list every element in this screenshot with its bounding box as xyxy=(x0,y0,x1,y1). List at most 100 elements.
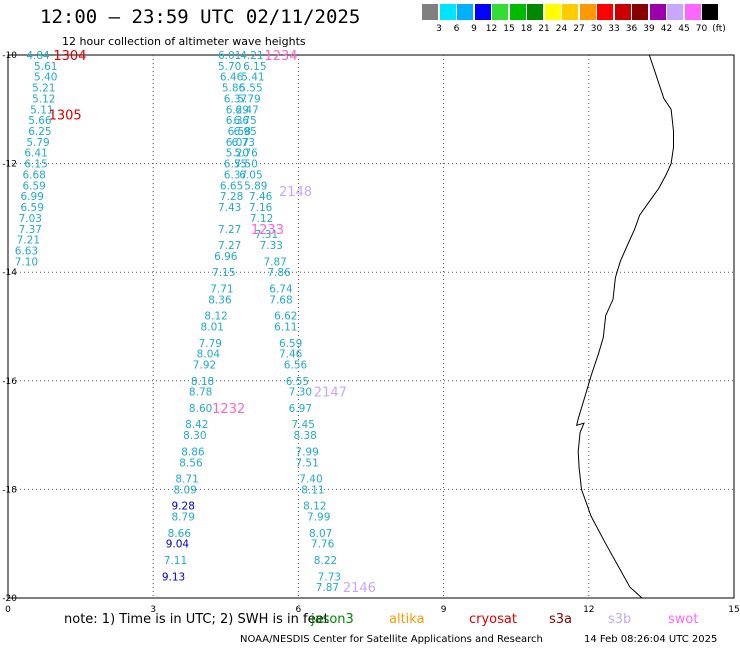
wave-height-value: 6.11 xyxy=(274,322,297,334)
wave-height-value: 6.41 xyxy=(24,148,47,160)
wave-height-value: 7.40 xyxy=(299,474,322,486)
wave-height-value: 8.12 xyxy=(204,311,227,323)
satellite-s3a: s3a xyxy=(549,612,573,627)
legend-label: 9 xyxy=(471,24,477,34)
wave-height-value: 7.15 xyxy=(212,267,235,279)
legend-label: 30 xyxy=(590,24,603,34)
wave-height-value: 7.27 xyxy=(218,240,241,252)
legend-label: 21 xyxy=(538,24,550,34)
wave-height-value: 7.03 xyxy=(19,213,42,225)
wave-height-value: 6.46 xyxy=(220,72,244,84)
legend-swatch xyxy=(422,4,438,20)
page-title: 12:00 — 23:59 UTC 02/11/2025 xyxy=(40,6,361,28)
wave-height-value: 5.79 xyxy=(237,93,260,105)
credit-line: NOAA/NESDIS Center for Satellite Applica… xyxy=(240,634,543,645)
wave-height-value: 4.21 xyxy=(240,50,263,62)
legend-label: 6 xyxy=(453,24,460,34)
wave-height-value: 8.22 xyxy=(314,555,337,567)
wave-height-value: 8.11 xyxy=(301,484,324,496)
wave-height-value: 5.66 xyxy=(28,115,52,127)
wave-height-value: 6.05 xyxy=(239,169,262,181)
x-tick-label: 12 xyxy=(583,605,594,615)
legend-label: 24 xyxy=(555,24,568,34)
wave-height-value: 5.41 xyxy=(241,72,264,84)
wave-height-value: 7.37 xyxy=(19,224,42,236)
wave-height-value: 9.28 xyxy=(172,501,195,513)
wave-height-value: 5.70 xyxy=(218,61,241,73)
x-tick-label: 6 xyxy=(296,605,302,615)
satellite-jason3: jason3 xyxy=(311,612,354,627)
wave-height-value: 8.42 xyxy=(185,419,208,431)
wave-height-value: 7.16 xyxy=(249,202,273,214)
wave-height-value: 8.30 xyxy=(183,430,206,442)
pass-number-label: 1232 xyxy=(212,402,245,417)
wave-height-value: 6.95 xyxy=(233,126,256,138)
legend-swatch xyxy=(527,4,543,20)
wave-height-value: 5.55 xyxy=(239,83,262,95)
y-tick-label: -12 xyxy=(2,160,17,170)
wave-height-value: 8.66 xyxy=(168,528,192,540)
wave-height-value: 7.11 xyxy=(164,555,187,567)
wave-height-value: 8.04 xyxy=(197,349,221,361)
legend-label: 12 xyxy=(485,24,498,34)
wave-height-value: 6.55 xyxy=(286,376,309,388)
pass-number-label: 1305 xyxy=(49,109,82,124)
wave-height-value: 8.79 xyxy=(172,512,195,524)
legend-swatch xyxy=(474,4,491,20)
legend-swatch xyxy=(632,4,648,20)
wave-height-value: 6.56 xyxy=(284,360,308,372)
legend-label: 3 xyxy=(436,24,442,34)
wave-height-value: 6.59 xyxy=(279,338,302,350)
pass-number-label: 2147 xyxy=(314,386,347,401)
legend-swatch xyxy=(439,4,456,20)
wave-height-value: 8.18 xyxy=(191,376,214,388)
wave-height-value: 6.47 xyxy=(235,104,258,116)
wave-height-value: 7.87 xyxy=(316,582,339,594)
wave-height-value: 7.12 xyxy=(250,213,273,225)
legend-label: 15 xyxy=(503,24,515,34)
wave-height-value: 5.12 xyxy=(32,93,55,105)
wave-height-value: 7.46 xyxy=(249,191,273,203)
legend-swatch xyxy=(544,4,561,20)
wave-height-value: 6.55 xyxy=(224,159,247,171)
wave-height-value: 6.96 xyxy=(214,251,238,263)
wave-height-value: 6.74 xyxy=(269,283,293,295)
legend-swatch xyxy=(649,4,666,20)
wave-height-value: 8.12 xyxy=(303,501,326,513)
wave-height-value: 7.21 xyxy=(17,235,40,247)
wave-height-value: 9.13 xyxy=(162,571,185,583)
wave-height-value: 8.71 xyxy=(175,474,198,486)
wave-height-value: 6.15 xyxy=(243,61,266,73)
wave-height-value: 8.36 xyxy=(208,294,232,306)
wave-height-value: 7.87 xyxy=(263,256,286,268)
wave-height-value: 7.86 xyxy=(267,267,291,279)
wave-height-value: 5.61 xyxy=(34,61,57,73)
wave-height-value: 7.68 xyxy=(269,294,292,306)
wave-height-value: 6.65 xyxy=(220,180,243,192)
x-tick-label: 15 xyxy=(728,605,739,615)
wave-height-value: 6.68 xyxy=(22,169,45,181)
wave-height-value: 7.28 xyxy=(220,191,243,203)
satellite-altika: altika xyxy=(389,612,425,627)
legend-label: 45 xyxy=(678,24,690,34)
legend-label: 27 xyxy=(573,24,585,34)
satellite-s3b: s3b xyxy=(608,612,632,627)
wave-height-value: 8.01 xyxy=(201,322,224,334)
generated-timestamp: 14 Feb 08:26:04 UTC 2025 xyxy=(584,634,718,645)
wave-height-value: 6.58 xyxy=(228,126,251,138)
legend-label: 70 xyxy=(695,24,708,34)
pass-number-label: 1234 xyxy=(264,49,297,64)
pass-number-label: 1233 xyxy=(251,223,284,238)
wave-height-value: 4.84 xyxy=(26,50,50,62)
wave-height-value: 5.11 xyxy=(30,104,53,116)
wave-height-value: 6.63 xyxy=(15,245,38,257)
wave-height-value: 8.78 xyxy=(189,387,212,399)
y-tick-label: -20 xyxy=(2,594,17,604)
wave-height-value: 6.29 xyxy=(226,104,249,116)
pass-number-label: 1304 xyxy=(53,49,86,64)
wave-height-value: 8.09 xyxy=(173,484,196,496)
y-tick-label: -18 xyxy=(2,485,17,495)
wave-height-value: 6.07 xyxy=(226,137,249,149)
wave-height-value: 5.20 xyxy=(226,148,249,160)
